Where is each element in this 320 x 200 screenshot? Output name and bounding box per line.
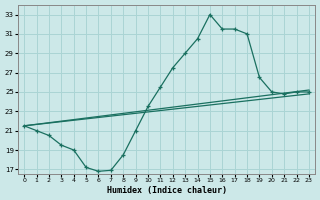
X-axis label: Humidex (Indice chaleur): Humidex (Indice chaleur) [107, 186, 227, 195]
